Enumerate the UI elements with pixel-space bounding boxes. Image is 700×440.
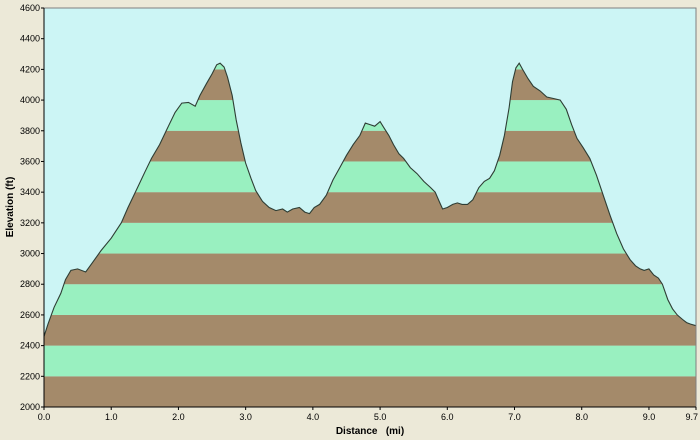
elevation-band (44, 314, 696, 346)
elevation-band (44, 161, 696, 193)
x-axis-ticks: 0.0 1.0 2.0 3.0 4.0 5.0 6.0 7.0 8.0 9.0 9.7 (38, 407, 698, 422)
x-tick-label: 0.0 (38, 412, 51, 422)
x-tick-label: 9.7 (685, 412, 698, 422)
y-tick-label: 2600 (20, 310, 40, 320)
y-tick-label: 4000 (20, 95, 40, 105)
elevation-band (44, 345, 696, 377)
x-tick-label: 9.0 (643, 412, 656, 422)
elevation-band (44, 192, 696, 223)
x-tick-label: 6.0 (441, 412, 454, 422)
x-tick-label: 1.0 (105, 412, 118, 422)
elevation-bands (44, 63, 696, 407)
elevation-band (44, 376, 696, 407)
x-axis-title: Distance (mi) (336, 426, 404, 437)
x-tick-label: 5.0 (374, 412, 387, 422)
y-tick-label: 2400 (20, 341, 40, 351)
x-tick-label: 8.0 (575, 412, 588, 422)
y-tick-label: 2800 (20, 279, 40, 289)
y-tick-label: 3600 (20, 156, 40, 166)
elevation-band (44, 222, 696, 254)
y-tick-label: 3000 (20, 249, 40, 259)
y-axis-ticks: 2000 2200 2400 2600 2800 3000 3200 3400 3600 3800… (20, 3, 44, 412)
elevation-line (43, 62, 697, 337)
y-tick-label: 3400 (20, 187, 40, 197)
y-tick-label: 4600 (20, 3, 40, 13)
x-tick-label: 3.0 (239, 412, 252, 422)
y-tick-label: 4200 (20, 64, 40, 74)
elevation-band (44, 284, 696, 315)
x-tick-label: 2.0 (172, 412, 185, 422)
y-tick-label: 3800 (20, 126, 40, 136)
y-tick-label: 4400 (20, 34, 40, 44)
y-tick-label: 2200 (20, 371, 40, 381)
x-tick-label: 7.0 (508, 412, 521, 422)
y-tick-label: 3200 (20, 218, 40, 228)
y-axis-title: Elevation (ft) (5, 177, 16, 238)
elevation-band (44, 253, 696, 285)
y-tick-label: 2000 (20, 402, 40, 412)
x-tick-label: 4.0 (307, 412, 320, 422)
